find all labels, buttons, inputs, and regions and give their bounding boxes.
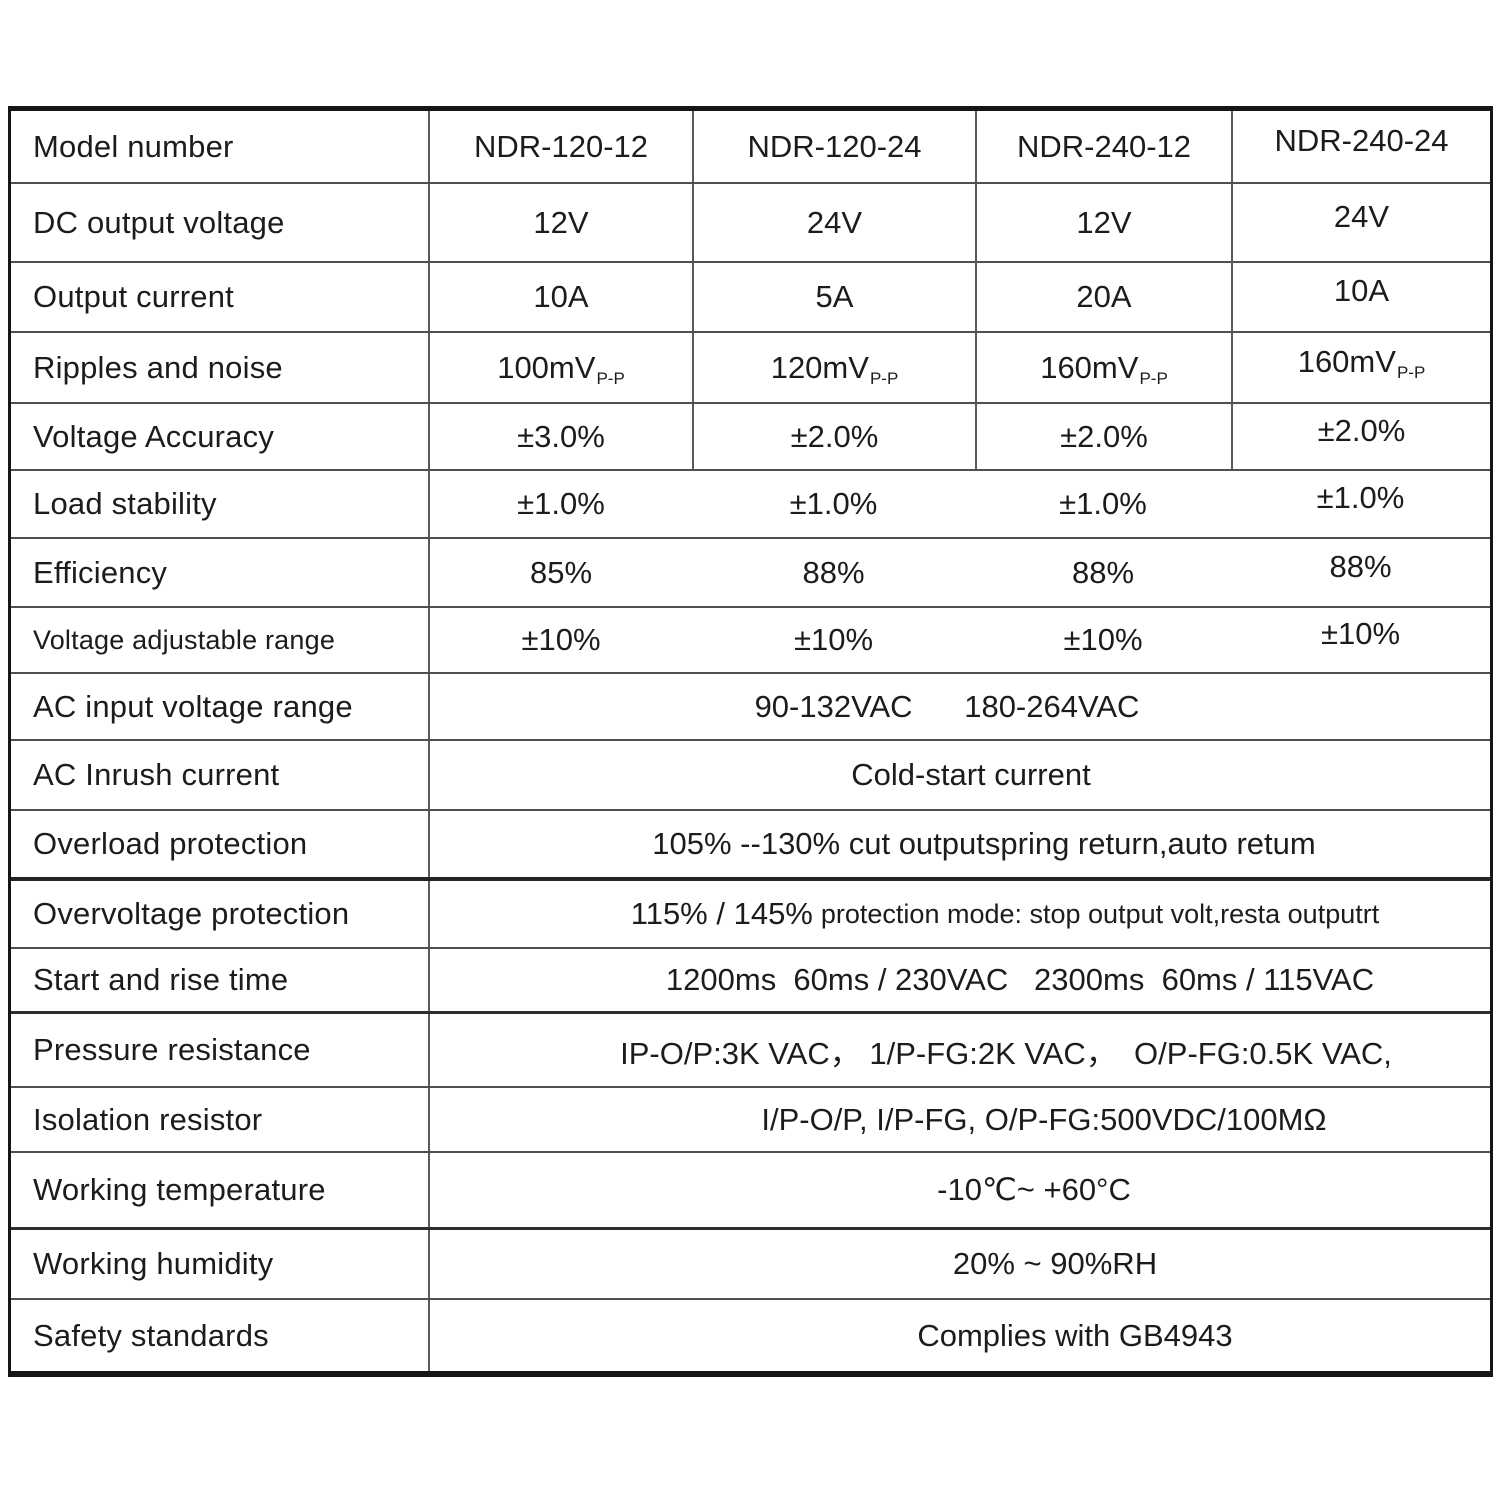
voltage-accuracy-value: ±2.0%: [692, 404, 975, 469]
model-ndr-120-24: NDR-120-24: [692, 111, 975, 182]
load-stability-value: ±1.0%: [1059, 486, 1147, 521]
row-working-humidity: Working humidity 20% ~ 90%RH: [11, 1227, 1490, 1298]
row-label-start-rise-time: Start and rise time: [11, 949, 430, 1011]
row-pressure-resistance: Pressure resistance IP-O/P:3K VAC， 1/P-F…: [11, 1011, 1490, 1086]
model-ndr-120-12: NDR-120-12: [473, 128, 648, 164]
ripple-subscript: P-P: [596, 368, 625, 388]
working-temperature-value: -10℃~ +60°C: [937, 1172, 1131, 1207]
row-label-working-humidity: Working humidity: [11, 1230, 430, 1298]
row-voltage-adjustable-range: Voltage adjustable range ±10% ±10% ±10% …: [11, 606, 1490, 672]
row-start-rise-time: Start and rise time 1200ms 60ms / 230VAC…: [11, 947, 1490, 1011]
row-label-output-current: Output current: [11, 263, 430, 331]
row-label-load-stability: Load stability: [11, 471, 430, 537]
ripple-value: 160mV P-P: [975, 333, 1231, 402]
row-label-voltage-adjustable-range: Voltage adjustable range: [11, 608, 430, 672]
row-overvoltage-protection: Overvoltage protection 115% / 145% protec…: [11, 877, 1490, 947]
efficiency-value: 88%: [802, 554, 865, 590]
voltage-accuracy-value: ±2.0%: [975, 404, 1231, 469]
ripple-value: 160mV P-P: [1231, 333, 1490, 402]
row-label-model-number: Model number: [11, 111, 430, 182]
output-current-value: 10A: [533, 279, 589, 314]
voltage-adjust-value: ±10%: [1063, 622, 1143, 657]
isolation-resistor-value: I/P-O/P, I/P-FG, O/P-FG:500VDC/100MΩ: [761, 1101, 1327, 1137]
start-rise-time-value: 1200ms 60ms / 230VAC 2300ms 60ms / 115VA…: [665, 962, 1375, 997]
safety-standards-value: Complies with GB4943: [917, 1317, 1233, 1353]
row-label-ac-inrush-current: AC Inrush current: [11, 741, 430, 809]
row-label-isolation-resistor: Isolation resistor: [11, 1088, 430, 1151]
row-label-ac-input-voltage-range: AC input voltage range: [11, 674, 430, 739]
load-stability-value: ±1.0%: [1316, 480, 1405, 515]
ripple-subscript: P-P: [1396, 362, 1426, 382]
row-label-working-temperature: Working temperature: [11, 1153, 430, 1227]
row-working-temperature: Working temperature -10℃~ +60°C: [11, 1151, 1490, 1227]
load-stability-value: ±1.0%: [517, 486, 605, 521]
working-humidity-value: 20% ~ 90%RH: [952, 1246, 1158, 1281]
row-label-efficiency: Efficiency: [11, 539, 430, 606]
row-model-number: Model number NDR-120-12 NDR-120-24 NDR-2…: [11, 111, 1490, 182]
row-label-overvoltage-protection: Overvoltage protection: [11, 881, 430, 947]
model-ndr-240-24: NDR-240-24: [1231, 111, 1490, 182]
overload-protection-value: 105% --130% cut outputspring return,auto…: [652, 826, 1316, 861]
ripple-subscript: P-P: [1139, 368, 1168, 388]
row-label-voltage-accuracy: Voltage Accuracy: [11, 404, 430, 469]
ripple-subscript: P-P: [869, 368, 899, 388]
ac-input-voltage-value: 90-132VAC 180-264VAC: [754, 688, 1140, 724]
row-safety-standards: Safety standards Complies with GB4943: [11, 1298, 1490, 1371]
overvoltage-protection-value: 115% / 145% protection mode: stop output …: [630, 896, 1380, 931]
efficiency-value: 88%: [1071, 554, 1135, 590]
voltage-accuracy-value: ±2.0%: [1231, 404, 1490, 469]
voltage-accuracy-value: ±3.0%: [517, 418, 605, 454]
model-ndr-240-12: NDR-240-12: [975, 111, 1231, 182]
row-voltage-accuracy: Voltage Accuracy ±3.0% ±2.0% ±2.0% ±2.0%: [11, 402, 1490, 469]
row-label-overload-protection: Overload protection: [11, 811, 430, 877]
row-label-dc-output-voltage: DC output voltage: [11, 184, 430, 261]
dc-voltage-value: 12V: [975, 184, 1231, 261]
pressure-resistance-value: IP-O/P:3K VAC， 1/P-FG:2K VAC， O/P-FG:0.5…: [620, 1035, 1392, 1071]
spec-table: Model number NDR-120-12 NDR-120-24 NDR-2…: [8, 106, 1493, 1377]
row-label-ripples-noise: Ripples and noise: [11, 333, 430, 402]
row-dc-output-voltage: DC output voltage 12V 24V 12V 24V: [11, 182, 1490, 261]
row-ac-inrush-current: AC Inrush current Cold-start current: [11, 739, 1490, 809]
voltage-adjust-value: ±10%: [793, 622, 874, 657]
row-ac-input-voltage-range: AC input voltage range 90-132VAC 180-264…: [11, 672, 1490, 739]
row-ripples-noise: Ripples and noise 100mV P-P 120mV P-P 160m…: [11, 331, 1490, 402]
output-current-value: 20A: [975, 263, 1231, 331]
row-efficiency: Efficiency 85% 88% 88% 88%: [11, 537, 1490, 606]
row-label-safety-standards: Safety standards: [11, 1300, 430, 1371]
ripple-value: 120mV P-P: [692, 333, 975, 402]
row-overload-protection: Overload protection 105% --130% cut outp…: [11, 809, 1490, 877]
output-current-value: 10A: [1231, 263, 1490, 331]
row-label-pressure-resistance: Pressure resistance: [11, 1014, 430, 1086]
row-isolation-resistor: Isolation resistor I/P-O/P, I/P-FG, O/P-…: [11, 1086, 1490, 1151]
load-stability-value: ±1.0%: [789, 486, 878, 521]
voltage-adjust-value: ±10%: [1320, 616, 1401, 651]
voltage-adjust-value: ±10%: [521, 622, 601, 657]
row-output-current: Output current 10A 5A 20A 10A: [11, 261, 1490, 331]
ac-inrush-value: Cold-start current: [851, 757, 1091, 792]
efficiency-value: 88%: [1329, 548, 1392, 584]
output-current-value: 5A: [692, 263, 975, 331]
dc-voltage-value: 24V: [692, 184, 975, 261]
dc-voltage-value: 12V: [533, 204, 589, 240]
efficiency-value: 85%: [529, 554, 593, 590]
row-load-stability: Load stability ±1.0% ±1.0% ±1.0% ±1.0%: [11, 469, 1490, 537]
ripple-value: 100mV P-P: [497, 349, 625, 388]
dc-voltage-value: 24V: [1231, 184, 1490, 261]
